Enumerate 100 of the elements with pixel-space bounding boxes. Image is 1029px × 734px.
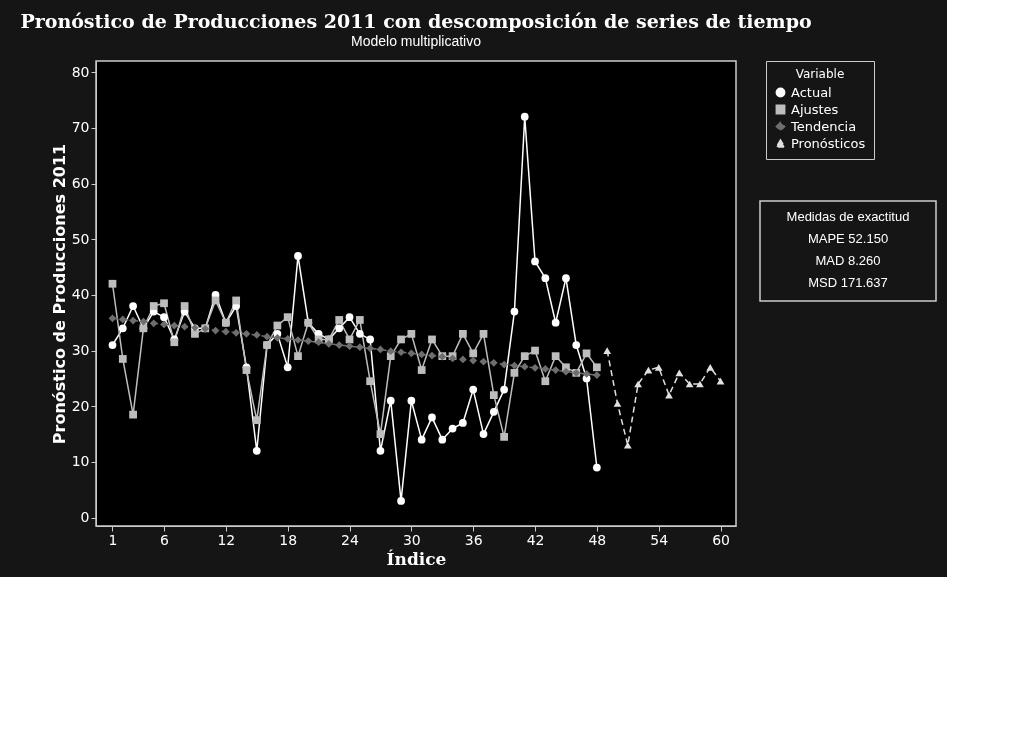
point — [603, 347, 612, 354]
point — [129, 316, 137, 325]
point — [551, 318, 560, 327]
point — [376, 430, 385, 438]
point — [520, 362, 529, 371]
point — [118, 324, 127, 333]
text: Medidas de exactitud — [786, 209, 910, 224]
y-axis-title: Pronóstico de Producciones 2011 — [49, 143, 69, 445]
point — [294, 352, 302, 361]
x-tick-label: 60 — [712, 531, 730, 548]
x-tick-label: 1 — [108, 531, 118, 548]
x-tick-label: 36 — [464, 531, 483, 548]
point — [541, 274, 550, 283]
text: MAPE 52.150 — [807, 231, 889, 246]
point — [407, 349, 416, 358]
point — [531, 346, 539, 355]
point — [160, 320, 168, 329]
point — [283, 363, 292, 372]
point — [469, 349, 478, 358]
point — [129, 302, 137, 310]
point — [500, 433, 508, 441]
point — [108, 279, 117, 288]
point — [459, 330, 467, 338]
point — [355, 330, 364, 338]
point — [386, 347, 395, 356]
point — [283, 335, 292, 343]
point — [489, 391, 498, 399]
point — [479, 357, 488, 366]
point — [675, 369, 684, 377]
point — [510, 307, 519, 316]
point — [716, 377, 725, 385]
point — [520, 112, 529, 121]
point — [397, 348, 405, 357]
y-tick-label: 80 — [71, 63, 90, 80]
point — [232, 328, 241, 337]
y-tick-label: 50 — [71, 230, 90, 247]
x-tick-label: 6 — [160, 531, 170, 548]
x-tick-label: 42 — [526, 531, 545, 548]
point — [417, 366, 426, 374]
y-tick-label: 60 — [71, 175, 90, 192]
point — [417, 435, 426, 444]
x-tick-label: 18 — [279, 531, 298, 548]
point — [273, 333, 282, 342]
point — [118, 315, 127, 324]
point — [562, 367, 570, 376]
point — [304, 337, 313, 345]
x-tick-label: 54 — [650, 531, 669, 548]
point — [479, 430, 488, 438]
point — [551, 352, 560, 361]
point — [252, 416, 261, 425]
point — [366, 335, 375, 344]
point — [149, 302, 158, 310]
point — [129, 410, 137, 419]
point — [294, 252, 302, 260]
point — [386, 396, 395, 405]
point — [706, 363, 715, 371]
point — [489, 407, 498, 416]
point — [108, 341, 117, 349]
point — [170, 321, 179, 330]
point — [448, 424, 457, 433]
point — [149, 319, 158, 328]
point — [500, 385, 508, 394]
x-axis-title: Índice — [386, 548, 447, 569]
point — [582, 349, 591, 358]
y-tick-label: 40 — [71, 286, 90, 303]
point — [397, 497, 405, 505]
legend-label: Pronósticos — [791, 135, 866, 151]
point — [489, 358, 498, 367]
point — [180, 302, 189, 310]
x-tick-label: 48 — [588, 531, 607, 548]
text: MAD 8.260 — [815, 253, 881, 268]
y-tick-label: 0 — [80, 509, 90, 526]
point — [355, 343, 364, 352]
point — [160, 313, 168, 322]
point — [531, 363, 539, 372]
point — [118, 355, 127, 363]
y-tick-label: 30 — [71, 342, 90, 359]
chart-subtitle: Modelo multiplicativo — [351, 32, 482, 49]
point — [139, 317, 148, 326]
point — [397, 335, 405, 344]
y-tick-label: 20 — [71, 397, 90, 414]
point — [562, 274, 570, 283]
point — [283, 313, 292, 322]
point — [510, 368, 519, 377]
point — [531, 257, 539, 266]
point — [510, 361, 519, 370]
point — [345, 342, 354, 350]
point — [438, 435, 447, 444]
point — [191, 330, 199, 338]
legend-label: Tendencia — [790, 118, 857, 134]
point — [325, 340, 333, 348]
point — [366, 377, 375, 386]
point — [582, 370, 591, 378]
point — [459, 419, 467, 427]
y-tick-label: 10 — [71, 453, 90, 470]
point — [376, 446, 385, 455]
point — [541, 365, 550, 373]
point — [520, 352, 529, 361]
point — [428, 335, 436, 344]
point — [160, 299, 168, 308]
